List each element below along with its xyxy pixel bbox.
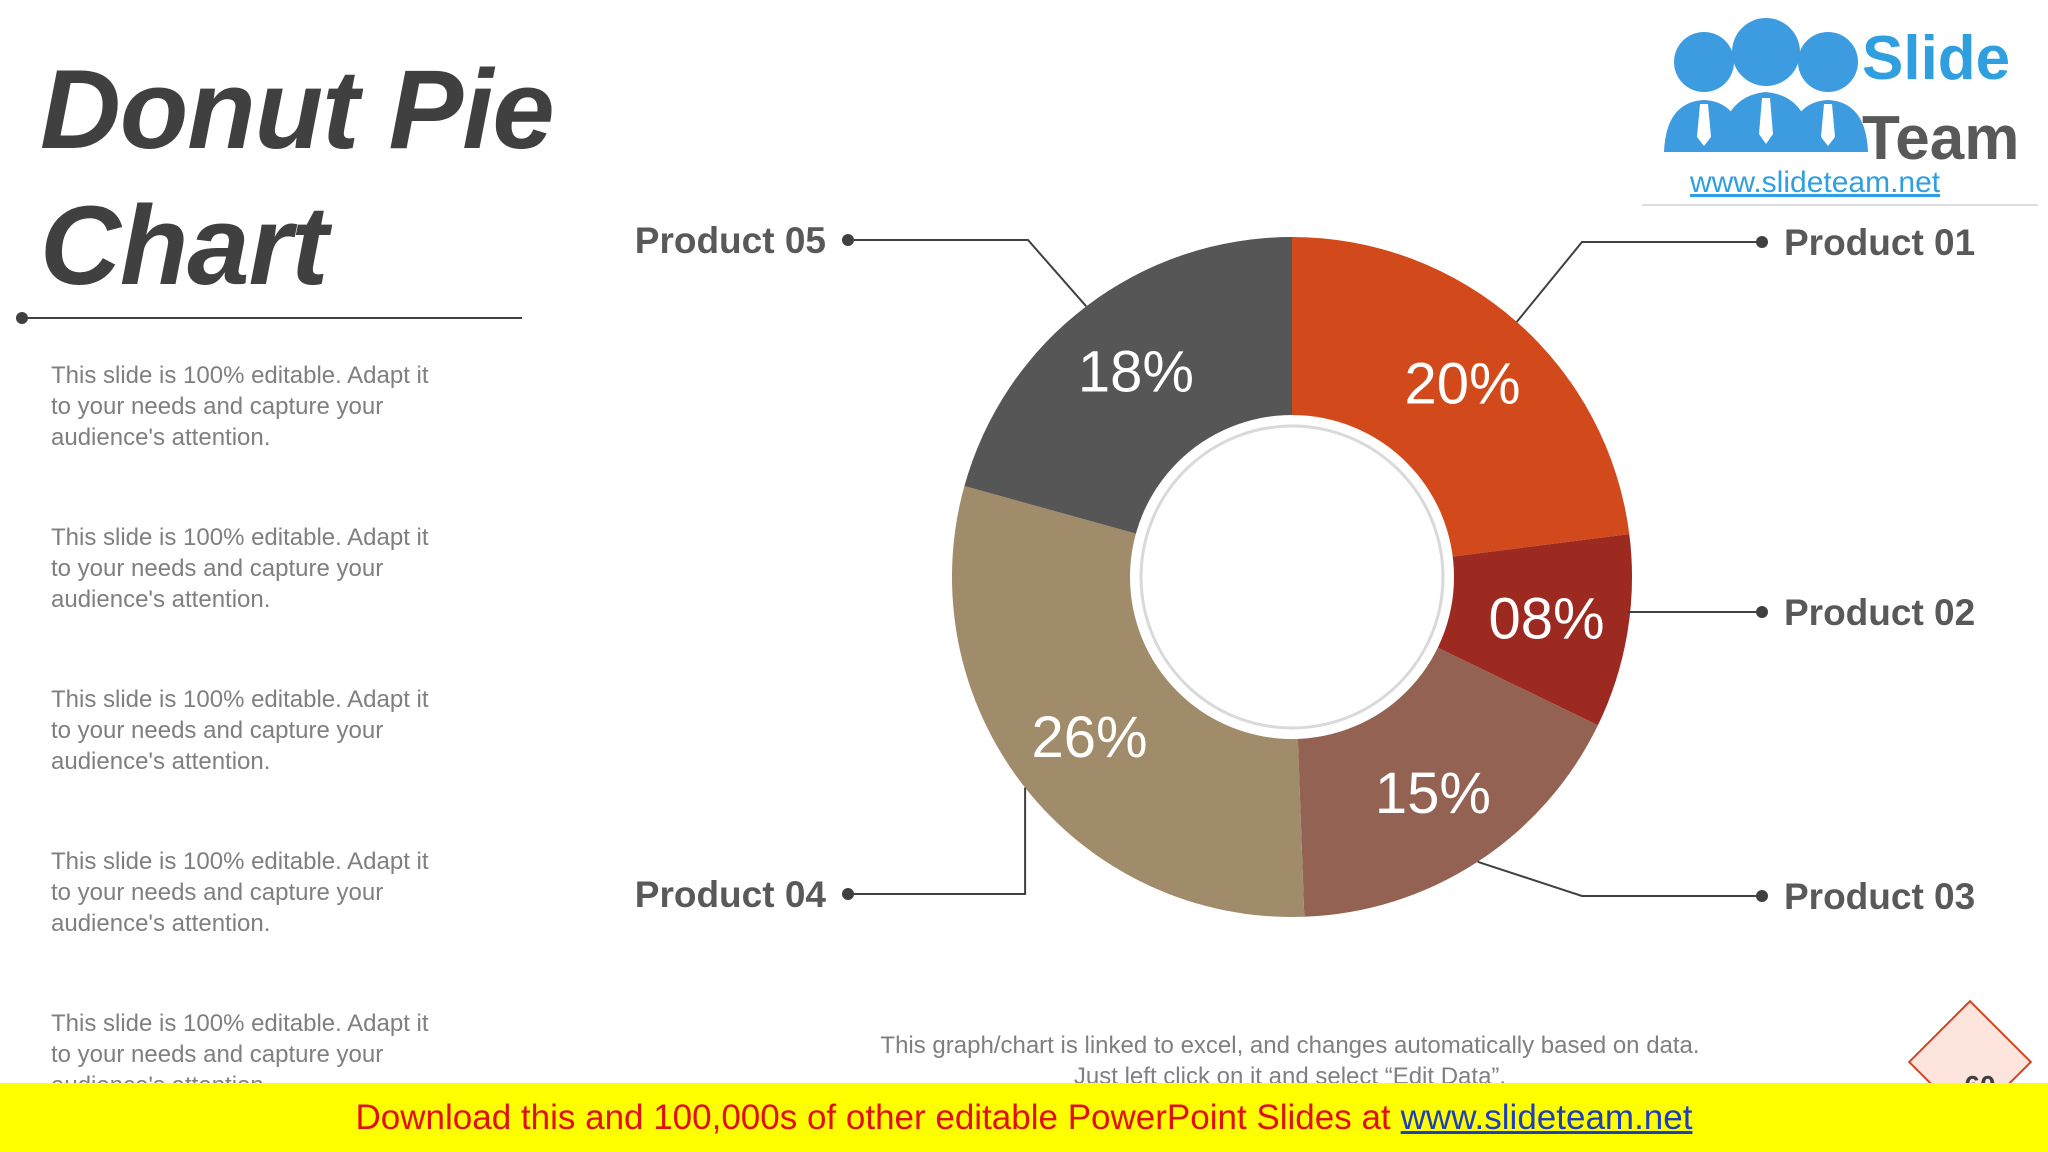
description-text-2: This slide is 100% editable. Adapt it to…: [51, 524, 429, 613]
product-label-product-05: Product 05: [635, 220, 826, 261]
slice-value-label: 20%: [1404, 351, 1520, 416]
logo-word-slide: Slide: [1862, 24, 2011, 93]
description-text-1: This slide is 100% editable. Adapt it to…: [51, 362, 429, 451]
slice-value-label: 08%: [1489, 587, 1605, 652]
donut-hole: [1130, 415, 1454, 739]
product-label-product-04: Product 04: [635, 874, 827, 915]
leader-dot: [1756, 606, 1768, 618]
slice-value-label: 26%: [1031, 705, 1147, 770]
leader-line: [848, 239, 1087, 307]
slice-value-label: 15%: [1375, 761, 1491, 826]
banner-text: Download this and 100,000s of other edit…: [355, 1097, 1391, 1137]
leader-line: [1516, 241, 1762, 323]
description-text-3: This slide is 100% editable. Adapt it to…: [51, 686, 429, 775]
logo-word-team: Team: [1862, 104, 2020, 173]
slice-value-label: 18%: [1078, 340, 1194, 405]
leader-dot: [1756, 236, 1768, 248]
banner-link[interactable]: www.slideteam.net: [1400, 1097, 1693, 1137]
title-line-1: Donut Pie: [40, 47, 555, 172]
product-label-product-03: Product 03: [1784, 876, 1975, 917]
donut-chart: 20% 08% 15% 26% 18% Product 01 Product 02 Prod…: [635, 220, 1975, 918]
leader-dot: [842, 888, 854, 900]
donut-hole-ring: [1139, 424, 1445, 730]
people-icon: [1664, 18, 1868, 152]
download-banner: Download this and 100,000s of other edit…: [0, 1083, 2048, 1152]
product-label-product-02: Product 02: [1784, 592, 1975, 633]
description-text-4: This slide is 100% editable. Adapt it to…: [51, 848, 429, 937]
logo-divider: [1642, 204, 2038, 206]
leader-line: [848, 787, 1027, 895]
title-divider: [22, 317, 522, 319]
slideteam-logo[interactable]: Slide Team www.slideteam.net: [1640, 8, 2040, 206]
leader-dot: [842, 234, 854, 246]
leader-dot: [1756, 890, 1768, 902]
logo-url-link[interactable]: www.slideteam.net: [1690, 166, 1941, 199]
product-label-product-01: Product 01: [1784, 222, 1975, 263]
leader-line: [1477, 860, 1762, 897]
title-line-2: Chart: [40, 183, 328, 308]
slide-title: Donut Pie Chart: [40, 42, 620, 314]
